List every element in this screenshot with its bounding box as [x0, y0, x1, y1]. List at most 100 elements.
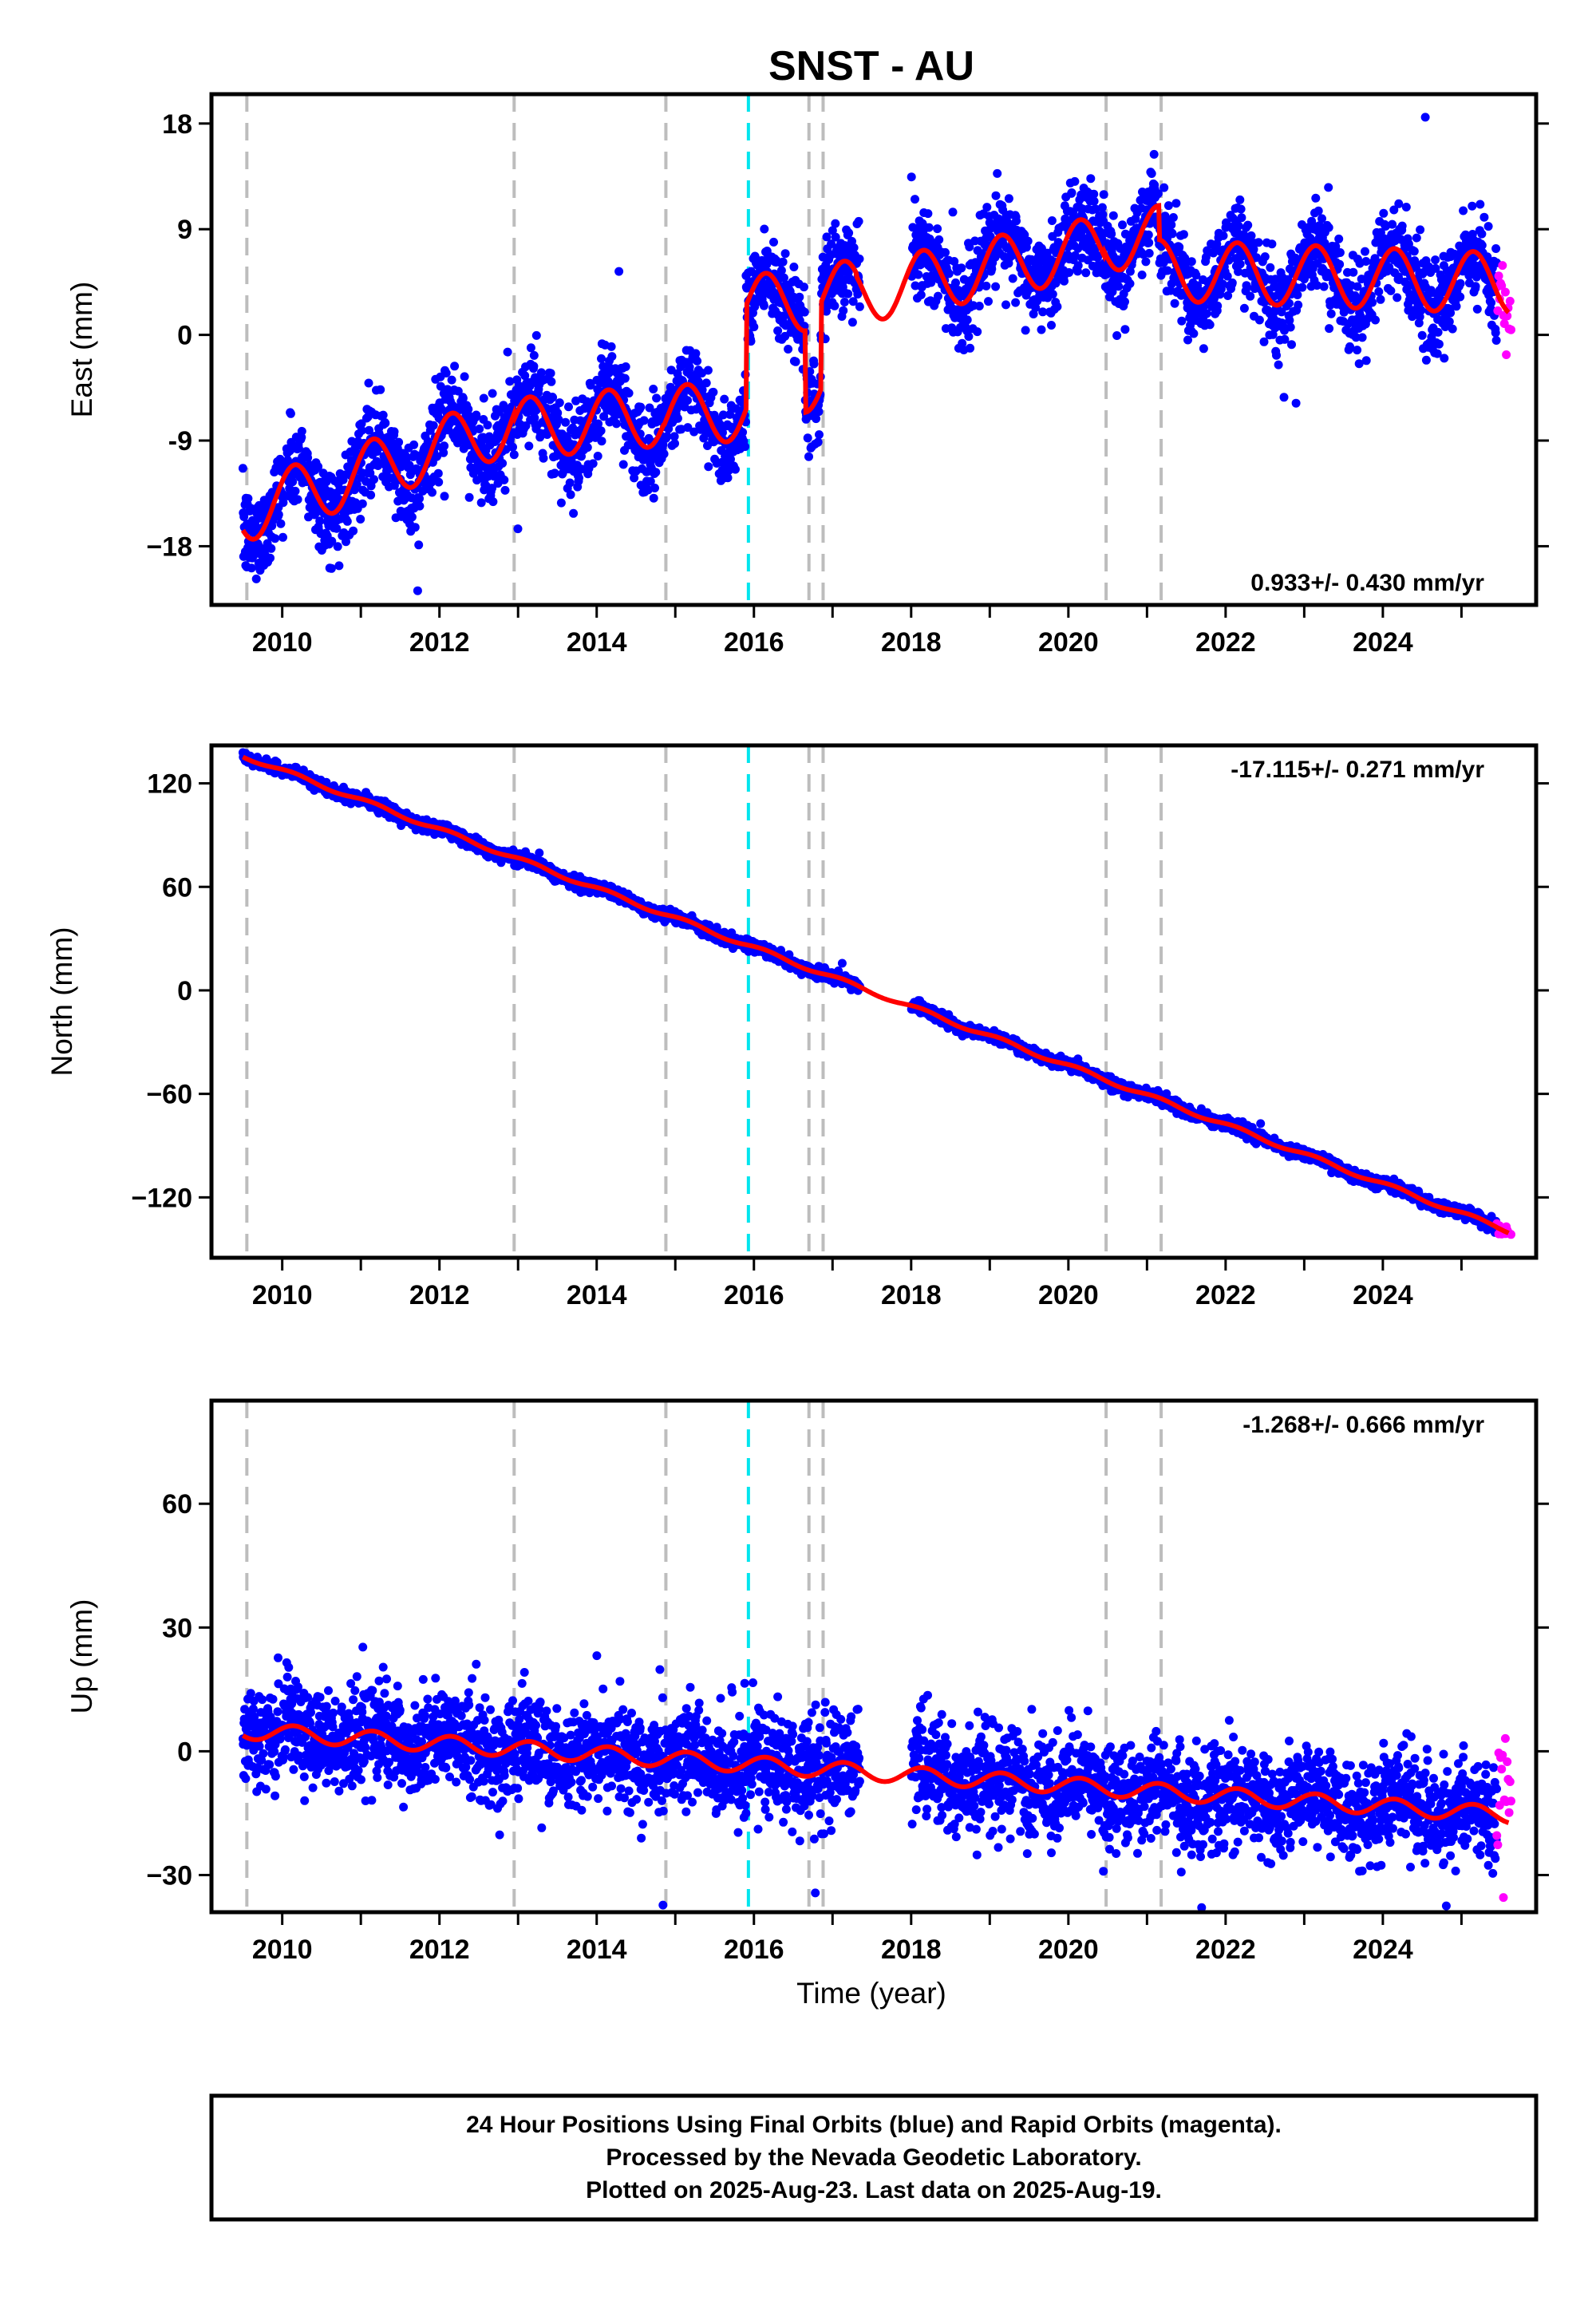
data-point	[924, 223, 934, 232]
data-point	[911, 281, 920, 290]
data-point	[1349, 267, 1358, 277]
data-point	[1144, 238, 1154, 247]
data-point	[1149, 149, 1159, 159]
data-point	[569, 508, 579, 518]
data-point	[1223, 291, 1233, 300]
rapid-point	[1494, 271, 1503, 281]
data-point	[453, 386, 463, 396]
data-point	[347, 437, 357, 446]
data-point	[297, 426, 306, 436]
data-point	[290, 486, 300, 496]
data-point	[1476, 200, 1485, 209]
data-point	[1183, 335, 1192, 345]
data-point	[494, 407, 504, 417]
data-point	[664, 424, 674, 433]
data-point	[333, 542, 342, 551]
x-tick-label: 2020	[1038, 627, 1099, 658]
data-point	[488, 484, 497, 493]
data-point	[381, 418, 390, 428]
data-point	[1319, 282, 1329, 291]
data-point	[1325, 324, 1334, 334]
data-point	[1324, 183, 1333, 192]
data-point	[526, 343, 535, 353]
data-point	[429, 421, 438, 430]
data-point	[1067, 188, 1077, 197]
data-point	[1260, 252, 1270, 262]
data-point	[1137, 271, 1147, 279]
data-point	[693, 356, 702, 366]
data-point	[844, 228, 854, 238]
data-point	[1213, 301, 1223, 310]
y-tick-label: -9	[168, 426, 192, 456]
data-point	[271, 534, 280, 543]
data-point	[691, 349, 701, 358]
data-point	[1047, 216, 1057, 225]
data-point	[621, 362, 630, 371]
data-point	[409, 440, 419, 449]
data-point	[555, 398, 564, 408]
data-point	[1456, 292, 1465, 302]
data-point	[815, 430, 824, 440]
data-point	[738, 428, 748, 437]
data-point	[1421, 355, 1431, 365]
data-point	[911, 195, 919, 204]
data-point	[596, 426, 606, 436]
data-point	[483, 421, 492, 430]
data-point	[286, 409, 295, 418]
data-point	[1175, 243, 1184, 251]
data-point	[315, 516, 325, 526]
data-point	[1357, 333, 1367, 342]
data-point	[1259, 337, 1269, 346]
data-point	[352, 480, 361, 489]
data-point	[436, 381, 445, 391]
data-point	[1452, 302, 1461, 311]
data-point	[1371, 315, 1380, 325]
data-point	[1011, 298, 1021, 307]
data-point	[1168, 213, 1178, 222]
data-point	[1227, 278, 1237, 287]
data-point	[464, 492, 474, 502]
data-point	[1379, 208, 1389, 218]
data-point	[475, 425, 484, 433]
data-point	[941, 247, 950, 257]
data-point	[365, 468, 375, 478]
data-point	[1091, 204, 1100, 214]
data-point	[394, 437, 404, 447]
data-point	[314, 462, 323, 472]
data-point	[428, 488, 437, 497]
data-point	[238, 464, 247, 473]
data-point	[982, 281, 991, 290]
data-point	[1223, 271, 1232, 281]
data-point	[1368, 298, 1377, 307]
data-point	[1317, 214, 1326, 223]
data-point	[1095, 227, 1104, 236]
data-point	[433, 452, 441, 461]
data-point	[639, 416, 649, 425]
data-point	[1376, 294, 1385, 304]
data-point	[606, 342, 616, 351]
data-point	[1487, 298, 1496, 307]
data-point	[1108, 211, 1118, 220]
y-tick-label: 0	[177, 321, 192, 351]
data-point	[413, 586, 422, 595]
data-point	[1311, 193, 1321, 203]
data-point	[1313, 281, 1321, 290]
data-point	[586, 381, 595, 390]
data-point	[293, 495, 302, 504]
data-point	[1089, 196, 1099, 206]
rapid-point	[1502, 350, 1511, 359]
data-point	[1070, 176, 1080, 186]
data-point	[415, 494, 424, 504]
data-point	[701, 378, 711, 388]
data-point	[1334, 234, 1344, 243]
data-point	[1147, 169, 1156, 178]
data-point	[950, 257, 959, 266]
rate-label: 0.933+/- 0.430 mm/yr	[1250, 570, 1484, 596]
data-point	[1242, 283, 1252, 292]
data-point	[447, 375, 456, 385]
data-point	[759, 301, 768, 310]
data-point	[636, 402, 646, 412]
data-point	[847, 318, 857, 327]
data-point	[646, 476, 655, 486]
